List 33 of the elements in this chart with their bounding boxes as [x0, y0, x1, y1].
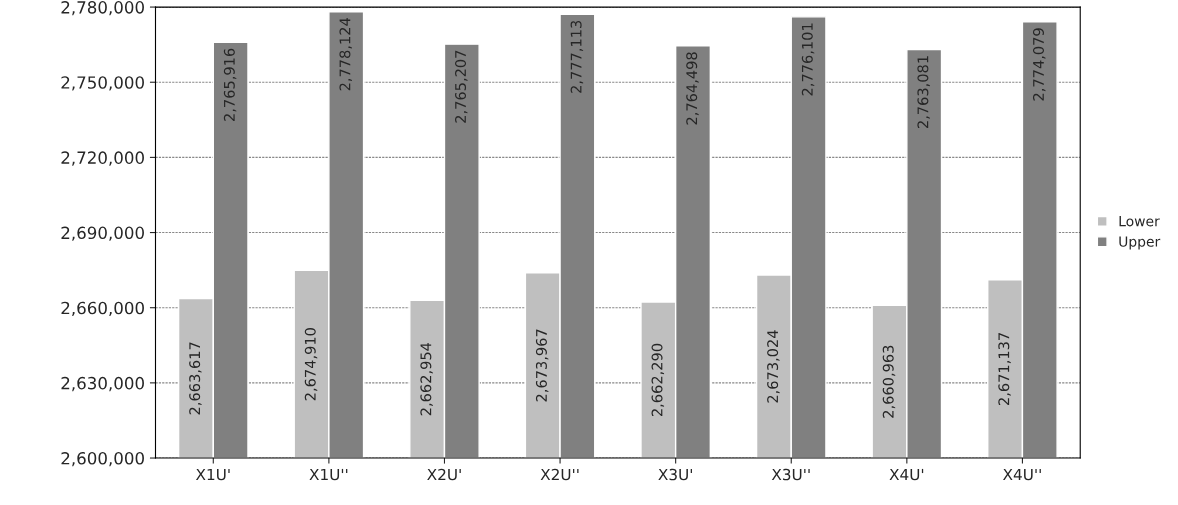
data-label: 2,776,101	[801, 23, 815, 96]
data-label: 2,765,916	[223, 48, 237, 121]
legend-label: Lower	[1119, 216, 1160, 227]
y-tick-label: 2,720,000	[61, 151, 144, 166]
x-tick-label: X1U'	[195, 468, 230, 481]
y-tick-label: 2,780,000	[61, 1, 144, 16]
data-label: 2,764,498	[686, 52, 699, 125]
x-tick-label: X3U'	[658, 468, 692, 481]
x-tick-label: X1U''	[309, 468, 348, 481]
data-label: 2,674,910	[304, 328, 318, 401]
data-label: 2,663,617	[189, 342, 202, 415]
y-tick-label: 2,600,000	[61, 452, 144, 467]
data-label: 2,763,081	[917, 56, 930, 129]
y-tick-label: 2,660,000	[61, 301, 144, 316]
data-label: 2,778,124	[339, 18, 352, 91]
data-label: 2,774,079	[1032, 28, 1046, 101]
x-tick-label: X4U''	[1003, 468, 1041, 481]
x-tick-label: X2U'	[427, 468, 461, 481]
data-label: 2,765,207	[455, 50, 468, 123]
y-tick-label: 2,690,000	[61, 226, 144, 241]
data-label: 2,673,024	[767, 330, 780, 403]
data-label: 2,660,963	[882, 345, 896, 418]
data-label: 2,662,290	[651, 343, 665, 417]
x-tick-label: X3U''	[771, 468, 810, 481]
data-label: 2,777,113	[570, 20, 584, 93]
x-tick-label: X4U'	[889, 468, 924, 481]
data-label: 2,671,137	[998, 333, 1011, 405]
data-label: 2,662,954	[420, 342, 433, 416]
legend-label: Upper	[1119, 236, 1161, 250]
x-tick-label: X2U''	[540, 468, 579, 481]
y-tick-label: 2,630,000	[61, 376, 144, 392]
data-label: 2,673,967	[535, 329, 549, 402]
y-tick-label: 2,750,000	[61, 76, 144, 91]
